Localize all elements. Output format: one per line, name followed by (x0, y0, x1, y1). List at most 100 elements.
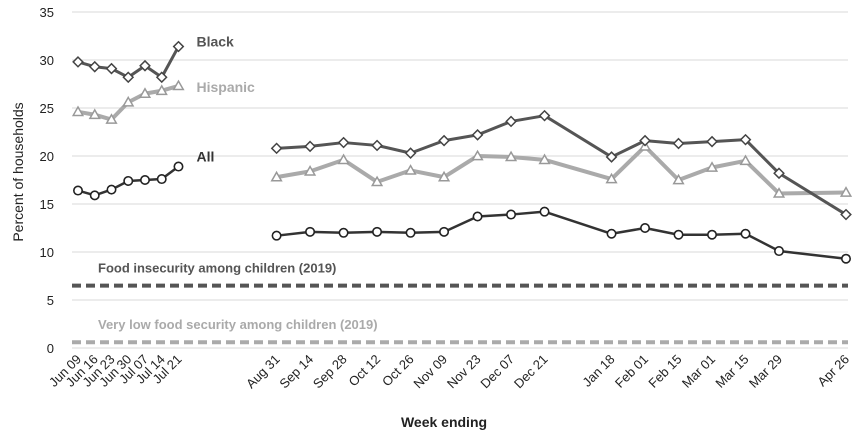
data-point (270, 142, 283, 155)
reference-lines: Food insecurity among children (2019) Ver… (72, 261, 848, 345)
x-tick-label: Nov 09 (410, 352, 450, 392)
data-point (105, 113, 118, 124)
x-tick-label: Jan 18 (579, 352, 617, 390)
x-tick-label: Sep 14 (276, 352, 316, 392)
data-point (504, 150, 518, 162)
data-point (139, 59, 151, 72)
data-point (840, 253, 851, 264)
data-point (405, 227, 416, 238)
data-point (739, 133, 752, 146)
data-point (773, 167, 785, 180)
data-point (270, 170, 283, 182)
y-tick-label: 10 (40, 245, 54, 260)
data-point (506, 209, 517, 220)
series-label: All (196, 149, 214, 165)
data-point (172, 79, 185, 91)
data-point (772, 187, 786, 198)
data-point (73, 185, 84, 196)
data-point (303, 165, 317, 176)
data-point (539, 206, 550, 217)
data-point (740, 228, 751, 239)
data-point (538, 153, 551, 165)
data-point (672, 137, 685, 150)
data-point (372, 226, 383, 237)
data-point (305, 226, 316, 237)
data-point (304, 140, 316, 153)
y-tick-label: 5 (47, 293, 54, 308)
data-point (404, 147, 417, 159)
data-point (840, 208, 852, 221)
data-point (337, 153, 350, 165)
x-axis-title: Week ending (401, 414, 487, 430)
data-point (437, 170, 451, 182)
data-point (172, 40, 185, 53)
y-tick-labels: 0 5 10 15 20 25 30 35 (40, 5, 54, 356)
data-point (338, 227, 349, 238)
data-point (122, 71, 135, 84)
data-point (337, 136, 350, 149)
data-point (156, 174, 167, 185)
y-axis-title: Percent of households (10, 102, 26, 241)
data-point (106, 184, 117, 195)
x-tick-label: Oct 26 (379, 352, 417, 390)
series-line (276, 144, 847, 196)
data-point (173, 161, 184, 172)
x-tick-label: Mar 01 (679, 352, 718, 391)
series-line (276, 210, 847, 260)
reference-line-label: Very low food security among children (2… (98, 317, 378, 332)
data-point (88, 60, 101, 73)
data-point (505, 115, 517, 128)
data-point (105, 62, 118, 75)
data-point (705, 161, 719, 172)
data-point (672, 173, 685, 185)
data-point (472, 211, 483, 222)
x-tick-label: Sep 28 (310, 352, 350, 392)
x-tick-label: Apr 26 (814, 352, 852, 390)
data-point (71, 105, 85, 117)
data-point (774, 246, 785, 257)
series-all: All (73, 149, 851, 264)
x-tick-label: Oct 12 (346, 352, 384, 390)
data-point (88, 108, 101, 120)
data-point (155, 71, 168, 84)
data-point (138, 87, 152, 98)
data-point (123, 175, 134, 186)
y-tick-label: 0 (47, 341, 54, 356)
y-tick-label: 15 (40, 197, 54, 212)
data-point (271, 230, 282, 241)
x-tick-label: Feb 01 (612, 352, 651, 391)
data-point (471, 129, 484, 141)
y-tick-label: 25 (40, 101, 54, 116)
x-tick-label: Mar 15 (712, 352, 751, 391)
data-point (839, 186, 853, 197)
data-point (605, 151, 618, 163)
y-tick-label: 30 (40, 53, 54, 68)
data-point (606, 228, 617, 239)
data-point (739, 154, 752, 166)
data-point (438, 134, 450, 147)
data-point (605, 172, 618, 184)
y-tick-label: 20 (40, 149, 54, 164)
data-point (706, 135, 718, 148)
data-point (122, 95, 135, 107)
gridlines (72, 11, 848, 349)
x-tick-label: Dec 21 (511, 352, 551, 392)
y-tick-label: 35 (40, 5, 54, 20)
series-hispanic: Hispanic (71, 79, 853, 198)
data-point (370, 175, 384, 187)
data-point (639, 134, 651, 147)
x-tick-label: Nov 23 (444, 352, 484, 392)
data-point (471, 149, 484, 161)
series-line (276, 114, 847, 216)
x-tick-label: Mar 29 (746, 352, 785, 391)
series-lines: Hispanic Black All (71, 34, 853, 264)
data-point (439, 226, 450, 237)
data-point (371, 139, 383, 152)
reference-line-label: Food insecurity among children (2019) (98, 261, 336, 276)
data-point (89, 190, 100, 201)
data-point (707, 229, 718, 240)
series-black: Black (72, 34, 852, 221)
series-label: Hispanic (196, 79, 255, 95)
